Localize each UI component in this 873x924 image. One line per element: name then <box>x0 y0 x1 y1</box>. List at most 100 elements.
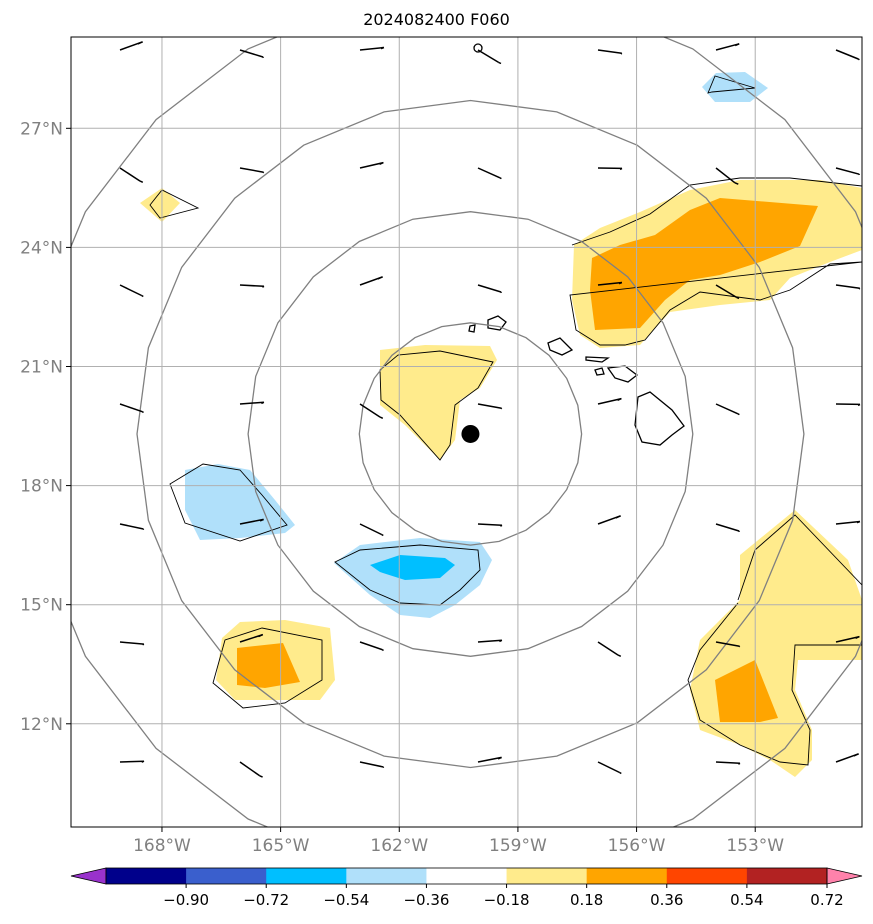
wind-barb-staff <box>119 760 145 763</box>
wind-barb-staff <box>119 167 141 182</box>
wind-barb-feather <box>737 413 740 416</box>
longitude-axis: 168°W 165°W 162°W 159°W 156°W 153°W <box>133 827 784 856</box>
wind-barb-feather <box>857 403 861 407</box>
wind-barb-feather <box>377 276 383 280</box>
wind-barbs <box>119 41 861 778</box>
wind-barb-feather <box>141 760 145 763</box>
wind-barb-feather <box>853 753 859 757</box>
negative-anomaly-shading <box>185 72 768 618</box>
wind-barb-feather <box>258 633 264 638</box>
lat-tick-label: 21°N <box>20 357 63 377</box>
colorbar-segment <box>106 868 187 884</box>
wind-barb-feather <box>499 177 502 180</box>
wind-barb-staff <box>835 635 860 643</box>
wind-barb-feather <box>137 41 143 45</box>
latitude-axis: 12°N 15°N 18°N 21°N 24°N 27°N <box>20 119 71 735</box>
wind-barb-feather <box>738 762 741 765</box>
wind-barb-staff <box>239 518 264 525</box>
wind-barb-feather <box>618 281 623 285</box>
wind-barb-feather <box>734 43 740 47</box>
wind-barb-staff <box>597 281 622 286</box>
wind-barb-staff <box>835 167 860 175</box>
range-ring <box>358 322 583 546</box>
wind-barb-feather <box>498 61 502 65</box>
wind-barb-feather <box>379 161 384 165</box>
colorbar-segment <box>506 868 588 884</box>
lon-tick-label: 165°W <box>252 836 310 856</box>
range-ring <box>71 37 862 827</box>
wind-barb-feather <box>262 285 265 288</box>
wind-barb-staff <box>239 49 264 58</box>
wind-barb-feather <box>734 182 739 185</box>
wind-barb-staff <box>359 523 382 536</box>
lon-tick-label: 168°W <box>133 836 191 856</box>
lon-tick-label: 162°W <box>370 836 428 856</box>
wind-barb-feather <box>259 775 263 778</box>
range-rings <box>71 37 862 827</box>
wind-barb-feather <box>500 407 503 410</box>
wind-barb-feather <box>142 643 145 646</box>
wind-barb-feather <box>380 46 385 50</box>
lon-tick-label: 156°W <box>608 836 666 856</box>
colorbar-tick-label: −0.36 <box>403 891 449 909</box>
wind-barb-feather <box>738 645 741 648</box>
wind-barb-feather <box>500 524 503 527</box>
wind-barb-staff <box>119 403 143 413</box>
wind-barb-feather <box>259 518 264 522</box>
colorbar-extend-high <box>826 867 863 885</box>
wind-barb-staff <box>715 284 737 299</box>
island-kauai <box>487 315 507 331</box>
lon-tick-label: 153°W <box>726 836 784 856</box>
wind-barb-staff <box>477 523 503 527</box>
wind-barb-feather <box>615 515 621 519</box>
wind-barb-staff <box>835 49 859 60</box>
wind-barb-staff <box>597 761 620 774</box>
wind-barb-staff <box>477 403 502 409</box>
wind-barb-staff <box>359 641 383 651</box>
wind-barb-feather <box>379 416 384 419</box>
wind-barb-staff <box>715 641 740 647</box>
colorbar-tick-label: 0.36 <box>650 891 683 909</box>
wind-barb-staff <box>239 761 261 777</box>
wind-barb-feather <box>617 654 622 657</box>
island-oahu <box>547 337 574 356</box>
island-niihau <box>468 324 476 333</box>
wind-barb-staff <box>359 161 384 169</box>
wind-barb-staff <box>835 520 860 525</box>
wind-barb-feather <box>858 287 861 290</box>
wind-barb-feather <box>499 639 503 643</box>
wind-barb-staff <box>239 167 264 173</box>
colorbar-segment <box>186 868 267 884</box>
lat-lon-gridlines <box>71 37 862 827</box>
lat-tick-label: 18°N <box>20 477 63 497</box>
island-maui <box>606 365 639 383</box>
range-ring <box>247 211 694 657</box>
colorbar-frame <box>105 867 828 885</box>
wind-barb-staff <box>477 49 499 64</box>
wind-barb-staff <box>597 641 619 656</box>
wind-barb-feather <box>619 167 623 171</box>
wind-barb-staff <box>119 641 144 645</box>
plot-frame <box>70 36 863 828</box>
positive-anomaly-shading <box>140 180 862 777</box>
wind-barb-feather <box>141 294 144 298</box>
hawaii-islands <box>468 43 685 446</box>
wind-barb-staff <box>239 401 264 405</box>
colorbar: −0.90 −0.72 −0.54 −0.36 −0.18 0.18 0.36 0.54 0.7… <box>70 867 863 909</box>
wind-barb-staff <box>715 167 736 184</box>
colorbar-tick-label: 0.54 <box>730 891 763 909</box>
colorbar-tick-label: −0.18 <box>484 891 530 909</box>
wind-barb-staff <box>239 284 265 288</box>
wind-barb-staff <box>119 523 144 530</box>
wind-barb-feather <box>381 533 384 537</box>
wind-barb-staff <box>477 756 502 763</box>
island-big-island <box>634 391 685 446</box>
lat-tick-label: 15°N <box>20 596 63 616</box>
colorbar-segment <box>746 868 828 884</box>
wind-barb-staff <box>359 403 381 418</box>
wind-barb-feather <box>619 771 622 775</box>
wind-barb-staff <box>715 761 741 765</box>
wind-barb-feather <box>497 756 502 760</box>
wind-barb-staff <box>597 397 622 405</box>
